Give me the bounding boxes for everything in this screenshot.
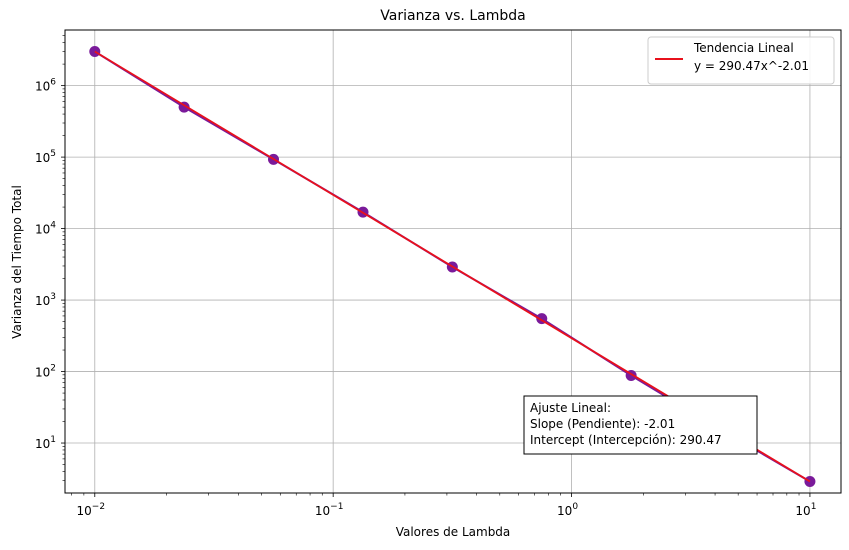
y-axis-ticks: 101 102 103 104 105 106 [35, 35, 65, 481]
annotation-intercept: Intercept (Intercepción): 290.47 [530, 433, 722, 447]
legend-entry-fit: Tendencia Lineal [693, 41, 794, 55]
chart-title: Varianza vs. Lambda [380, 8, 525, 24]
y-axis-label: Varianza del Tiempo Total [10, 185, 24, 339]
x-tick-label: 10−2 [77, 502, 106, 518]
legend: Tendencia Lineal y = 290.47x^-2.01 [647, 36, 835, 85]
annotation-box: Ajuste Lineal: Slope (Pendiente): -2.01 … [523, 395, 758, 455]
y-tick-label: 106 [35, 78, 56, 94]
legend-entry-equation: y = 290.47x^-2.01 [694, 59, 809, 73]
legend-box [647, 36, 835, 85]
y-tick-label: 101 [35, 435, 56, 451]
annotation-slope: Slope (Pendiente): -2.01 [530, 417, 675, 431]
plot-frame [64, 29, 842, 494]
x-tick-label: 101 [795, 502, 816, 518]
annotation-frame [523, 395, 758, 455]
grid-lines [65, 30, 841, 493]
x-axis-label: Valores de Lambda [396, 525, 511, 539]
annotation-heading: Ajuste Lineal: [530, 401, 611, 415]
y-tick-label: 105 [35, 149, 56, 165]
y-tick-label: 104 [35, 221, 56, 237]
x-tick-label: 100 [557, 502, 578, 518]
x-axis-ticks: 10−2 10−1 100 101 [71, 493, 816, 518]
y-tick-label: 102 [35, 364, 56, 380]
x-tick-label: 10−1 [315, 502, 344, 518]
y-tick-label: 103 [35, 292, 56, 308]
